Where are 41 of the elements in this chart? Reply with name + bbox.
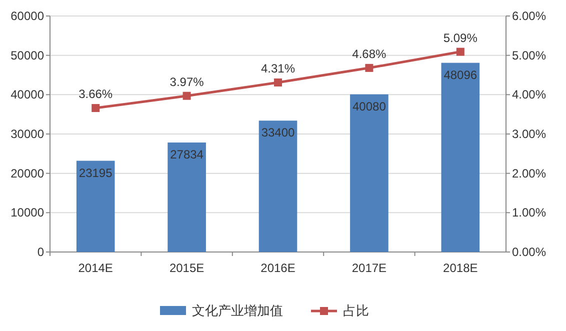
data-label: 27834 — [170, 148, 204, 162]
point — [365, 64, 374, 72]
y-tick-label: 0 — [37, 245, 44, 259]
bar — [441, 62, 480, 252]
data-label: 33400 — [261, 126, 296, 140]
y-tick-label: 40000 — [10, 88, 44, 102]
data-label: 5.09% — [443, 30, 478, 45]
data-label: 4.31% — [260, 61, 296, 76]
point — [274, 78, 282, 86]
y2-tick-label: 0.00% — [512, 245, 546, 259]
x-tick-label: 2015E — [169, 261, 204, 275]
y-tick-label: 60000 — [10, 9, 44, 23]
x-tick-label: 2014E — [78, 261, 113, 275]
data-label: 40080 — [352, 99, 386, 114]
x-tick-label: 2018E — [443, 261, 478, 275]
legend-label: 占比 — [343, 303, 369, 318]
point — [92, 104, 100, 112]
bar — [258, 120, 298, 252]
y-tick-label: 20000 — [10, 166, 44, 180]
y-tick-label: 30000 — [10, 127, 44, 141]
y2-tick-label: 2.00% — [512, 166, 546, 180]
y2-tick-label: 1.00% — [512, 206, 546, 220]
y2-tick-label: 5.00% — [512, 48, 546, 62]
y-tick-label: 10000 — [10, 206, 44, 220]
y2-tick-label: 3.00% — [512, 127, 546, 141]
legend-label: 文化产业增加值 — [192, 303, 283, 318]
y2-tick-label: 6.00% — [512, 9, 546, 23]
data-label: 3.97% — [170, 74, 204, 89]
x-tick-label: 2017E — [352, 261, 387, 275]
bar — [76, 160, 115, 252]
point — [456, 48, 464, 56]
data-label: 48096 — [444, 68, 478, 82]
x-tick-label: 2016E — [260, 261, 296, 275]
bar — [168, 142, 206, 252]
y-tick-label: 50000 — [10, 48, 44, 62]
data-label: 23195 — [78, 166, 113, 180]
y2-tick-label: 4.00% — [512, 88, 546, 102]
data-label: 3.66% — [78, 87, 113, 102]
bar — [350, 94, 388, 252]
point — [182, 92, 191, 100]
data-label: 4.68% — [352, 46, 387, 61]
